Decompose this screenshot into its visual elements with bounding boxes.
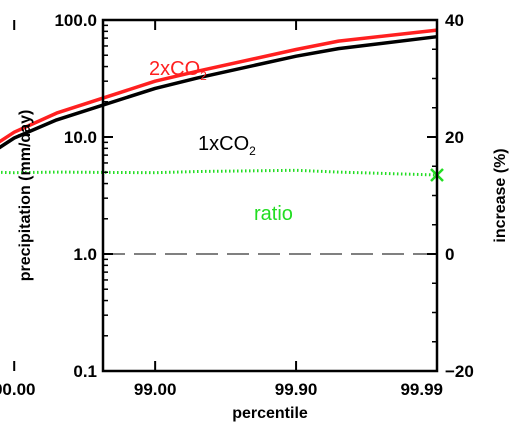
data-point xyxy=(13,131,15,133)
data-point xyxy=(197,171,199,173)
label-ratio: ratio xyxy=(254,203,293,225)
label-1xco2-subscript: 2 xyxy=(249,144,256,158)
data-point xyxy=(154,87,156,89)
x-tick-label: 99.90 xyxy=(275,380,318,399)
y-left-tick-label: 0.1 xyxy=(73,362,97,381)
y-right-tick-label: 20 xyxy=(445,128,464,147)
data-point xyxy=(154,80,156,82)
data-point xyxy=(154,172,156,174)
data-point xyxy=(56,171,58,173)
y-right-tick-label: 0 xyxy=(445,245,454,264)
data-point xyxy=(338,40,340,42)
y-right-axis-label: increase (%) xyxy=(492,148,509,242)
data-point xyxy=(295,49,297,51)
series-line-ratio xyxy=(0,168,438,177)
y-right-tick-label: 40 xyxy=(445,11,464,30)
data-point xyxy=(56,119,58,121)
data-point xyxy=(295,55,297,57)
label-2xco2-subscript: 2 xyxy=(200,69,207,83)
y-right-tick-label: −20 xyxy=(445,362,474,381)
data-point xyxy=(338,48,340,50)
series-line-1xco2 xyxy=(0,34,438,150)
data-point xyxy=(338,171,340,173)
data-point xyxy=(13,137,15,139)
data-point xyxy=(56,112,58,114)
x-axis-label: percentile xyxy=(232,405,308,422)
data-point xyxy=(13,172,15,174)
x-tick-label: 99.00 xyxy=(134,380,177,399)
label-2xco2: 2xCO2 xyxy=(149,58,207,83)
x-tick-label: 90.00 xyxy=(0,380,35,399)
series-line-2xco2 xyxy=(0,28,438,144)
label-1xco2: 1xCO2 xyxy=(198,133,256,158)
y-left-tick-label: 1.0 xyxy=(73,245,97,264)
y-left-tick-label: 10.0 xyxy=(64,128,97,147)
data-point xyxy=(295,169,297,171)
x-tick-label: 99.99 xyxy=(400,380,443,399)
y-left-tick-label: 100.0 xyxy=(54,11,97,30)
y-left-axis-label: precipitation (mm/day) xyxy=(17,110,34,282)
